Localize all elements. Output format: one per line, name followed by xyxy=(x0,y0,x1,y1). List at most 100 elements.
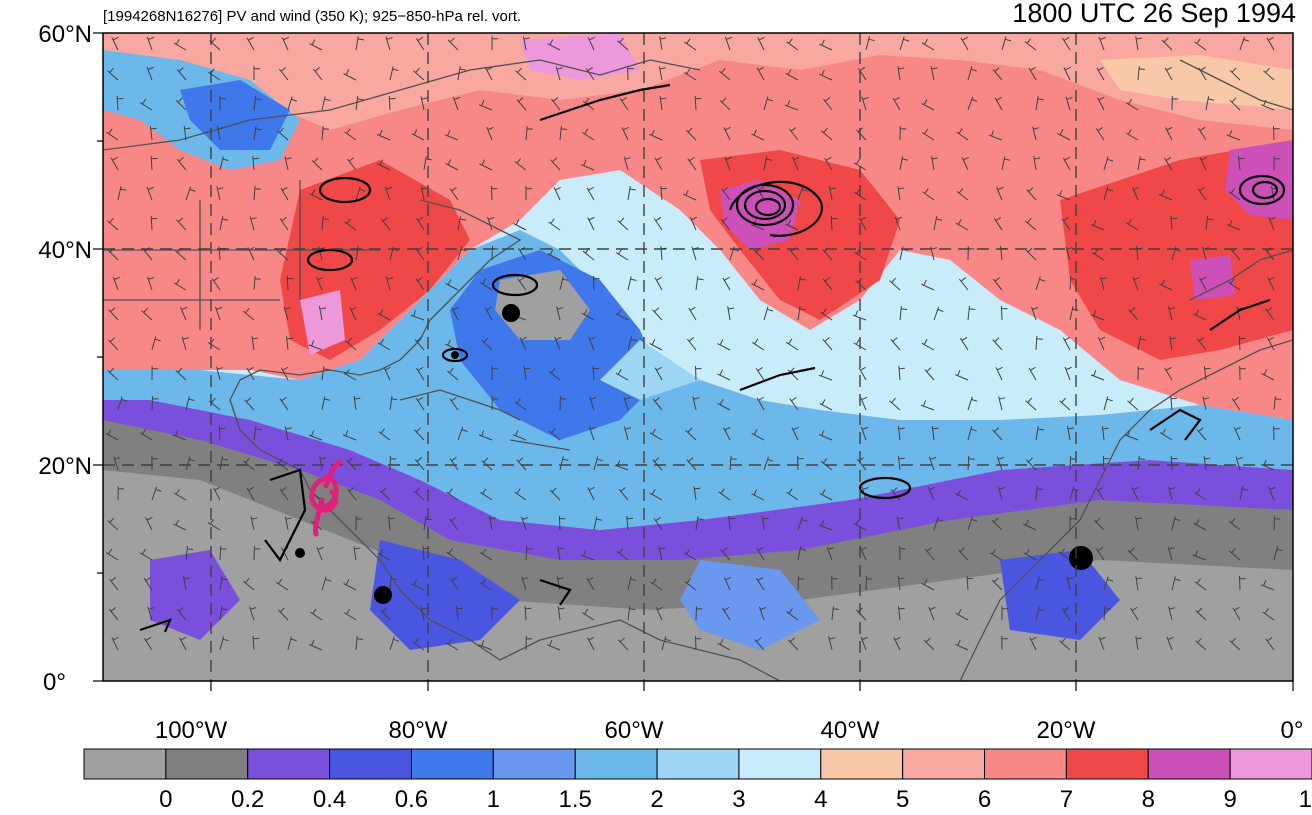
wind-barb xyxy=(281,36,290,51)
wind-barb xyxy=(789,396,799,411)
wind-barb xyxy=(1239,365,1246,381)
wind-barb xyxy=(1024,217,1037,231)
wind-barb xyxy=(1266,36,1275,51)
wind-barb xyxy=(150,215,158,231)
wind-barb xyxy=(491,395,499,411)
wind-barb xyxy=(1171,516,1181,531)
wind-barb xyxy=(246,36,255,51)
wind-barb xyxy=(321,396,331,411)
wind-barb xyxy=(1239,36,1250,51)
wind-barb xyxy=(615,369,629,381)
wind-barb xyxy=(219,576,228,591)
wind-barb xyxy=(284,426,292,441)
wind-barb xyxy=(617,217,629,231)
wind-barb xyxy=(555,66,563,81)
wind-barb xyxy=(1058,548,1071,561)
wind-barb xyxy=(1239,575,1246,591)
wind-barb xyxy=(722,606,731,621)
wind-barb xyxy=(723,126,731,141)
wind-barb xyxy=(344,218,357,231)
wind-barb xyxy=(627,65,634,81)
wind-barb xyxy=(924,367,935,381)
wind-barb xyxy=(343,579,357,591)
wind-barb xyxy=(627,186,636,201)
wind-barb xyxy=(1062,156,1071,171)
wind-barb xyxy=(923,637,935,651)
wind-barb xyxy=(823,97,833,111)
wind-barb xyxy=(588,336,596,351)
wind-barb xyxy=(547,39,561,51)
wind-barb xyxy=(146,186,154,201)
wind-barb xyxy=(1228,517,1241,531)
wind-barb xyxy=(1001,606,1008,620)
wind-barb xyxy=(146,36,155,51)
wind-barb xyxy=(818,430,833,441)
wind-barb xyxy=(751,489,765,501)
wind-barb xyxy=(1062,36,1071,51)
wind-barb xyxy=(551,97,561,111)
wind-barb xyxy=(559,456,569,471)
wind-barb xyxy=(388,95,396,111)
wind-barb xyxy=(343,69,357,81)
wind-barb xyxy=(355,36,364,51)
colorbar-label: 8 xyxy=(1142,786,1155,810)
wind-barb xyxy=(1101,426,1109,441)
wind-barb xyxy=(244,397,255,411)
wind-barb xyxy=(787,637,799,651)
wind-barb xyxy=(954,639,969,651)
wind-barb xyxy=(1236,306,1244,321)
wind-barb xyxy=(1273,396,1282,411)
wind-barb xyxy=(216,186,224,201)
wind-barb xyxy=(1096,66,1105,81)
wind-barb xyxy=(586,576,595,591)
wind-barb xyxy=(1000,305,1008,321)
wind-barb xyxy=(720,217,731,231)
wind-barb xyxy=(797,546,807,561)
wind-barb xyxy=(1026,187,1037,201)
wind-barb xyxy=(1028,66,1037,81)
wind-barb xyxy=(486,126,494,141)
wind-barb xyxy=(117,396,128,411)
colorbar-swatch xyxy=(492,748,576,780)
wind-barb xyxy=(253,545,261,561)
wind-barb xyxy=(491,365,498,381)
wind-barb xyxy=(377,159,391,171)
wind-barb xyxy=(756,396,765,411)
wind-barb xyxy=(653,216,663,231)
wind-barb xyxy=(1226,130,1241,141)
wind-barb xyxy=(685,127,697,141)
wind-barb xyxy=(683,68,697,81)
wind-barb xyxy=(924,547,935,561)
lon-label: 100°W xyxy=(155,717,228,744)
wind-barb xyxy=(1202,396,1210,411)
wind-barb xyxy=(894,216,902,231)
wind-barb xyxy=(1203,366,1211,381)
wind-barb xyxy=(959,336,969,351)
wind-barb xyxy=(207,518,221,531)
wind-barb xyxy=(1031,306,1039,321)
wind-barb xyxy=(797,276,806,291)
wind-barb xyxy=(309,189,323,201)
wind-barb xyxy=(858,216,867,231)
wind-barb xyxy=(1273,155,1281,171)
wind-barb xyxy=(1137,156,1146,171)
colorbar-labels: 0 0.2 0.4 0.6 1 1.5 2 3 4 5 6 7 8 9 10 xyxy=(159,786,1312,813)
wind-barb xyxy=(789,127,799,141)
wind-barb xyxy=(176,217,187,231)
wind-barb xyxy=(860,396,868,411)
wind-barb xyxy=(444,130,459,141)
wind-barb xyxy=(695,276,704,291)
wind-barb xyxy=(1228,547,1241,561)
wind-barb xyxy=(954,370,969,381)
wind-barb xyxy=(617,37,629,51)
wind-barb xyxy=(147,606,155,621)
wind-barb xyxy=(820,308,833,321)
colorbar-label: 1 xyxy=(487,786,500,810)
wind-barb xyxy=(992,67,1003,81)
wind-barb xyxy=(828,186,836,201)
wind-barb xyxy=(411,129,425,141)
wind-barb xyxy=(831,606,840,621)
wind-barb xyxy=(1125,98,1139,111)
wind-barb xyxy=(175,367,187,381)
lat-label: 0° xyxy=(43,669,66,696)
